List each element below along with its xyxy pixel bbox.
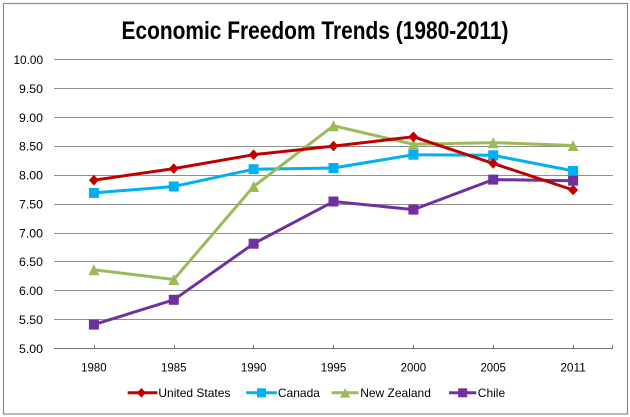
svg-text:United States: United States bbox=[158, 386, 230, 400]
svg-text:2000: 2000 bbox=[401, 360, 427, 374]
svg-text:Chile: Chile bbox=[478, 386, 506, 400]
svg-text:1995: 1995 bbox=[321, 360, 347, 374]
svg-text:7.00: 7.00 bbox=[19, 226, 43, 240]
svg-text:Economic Freedom Trends (1980-: Economic Freedom Trends (1980-2011) bbox=[122, 17, 509, 45]
svg-text:Canada: Canada bbox=[278, 386, 320, 400]
svg-text:1980: 1980 bbox=[81, 360, 107, 374]
svg-text:6.50: 6.50 bbox=[19, 255, 43, 269]
svg-text:7.50: 7.50 bbox=[19, 198, 43, 212]
svg-text:6.00: 6.00 bbox=[19, 284, 43, 298]
svg-text:8.00: 8.00 bbox=[19, 169, 43, 183]
svg-text:5.00: 5.00 bbox=[19, 342, 43, 356]
svg-text:2005: 2005 bbox=[480, 360, 506, 374]
svg-text:8.50: 8.50 bbox=[19, 140, 43, 154]
svg-text:9.00: 9.00 bbox=[19, 111, 43, 125]
svg-text:9.50: 9.50 bbox=[19, 82, 43, 96]
svg-text:1985: 1985 bbox=[161, 360, 187, 374]
svg-text:2011: 2011 bbox=[560, 360, 586, 374]
svg-text:10.00: 10.00 bbox=[14, 53, 44, 67]
svg-text:1990: 1990 bbox=[241, 360, 267, 374]
svg-text:New Zealand: New Zealand bbox=[360, 386, 431, 400]
svg-text:5.50: 5.50 bbox=[19, 313, 43, 327]
